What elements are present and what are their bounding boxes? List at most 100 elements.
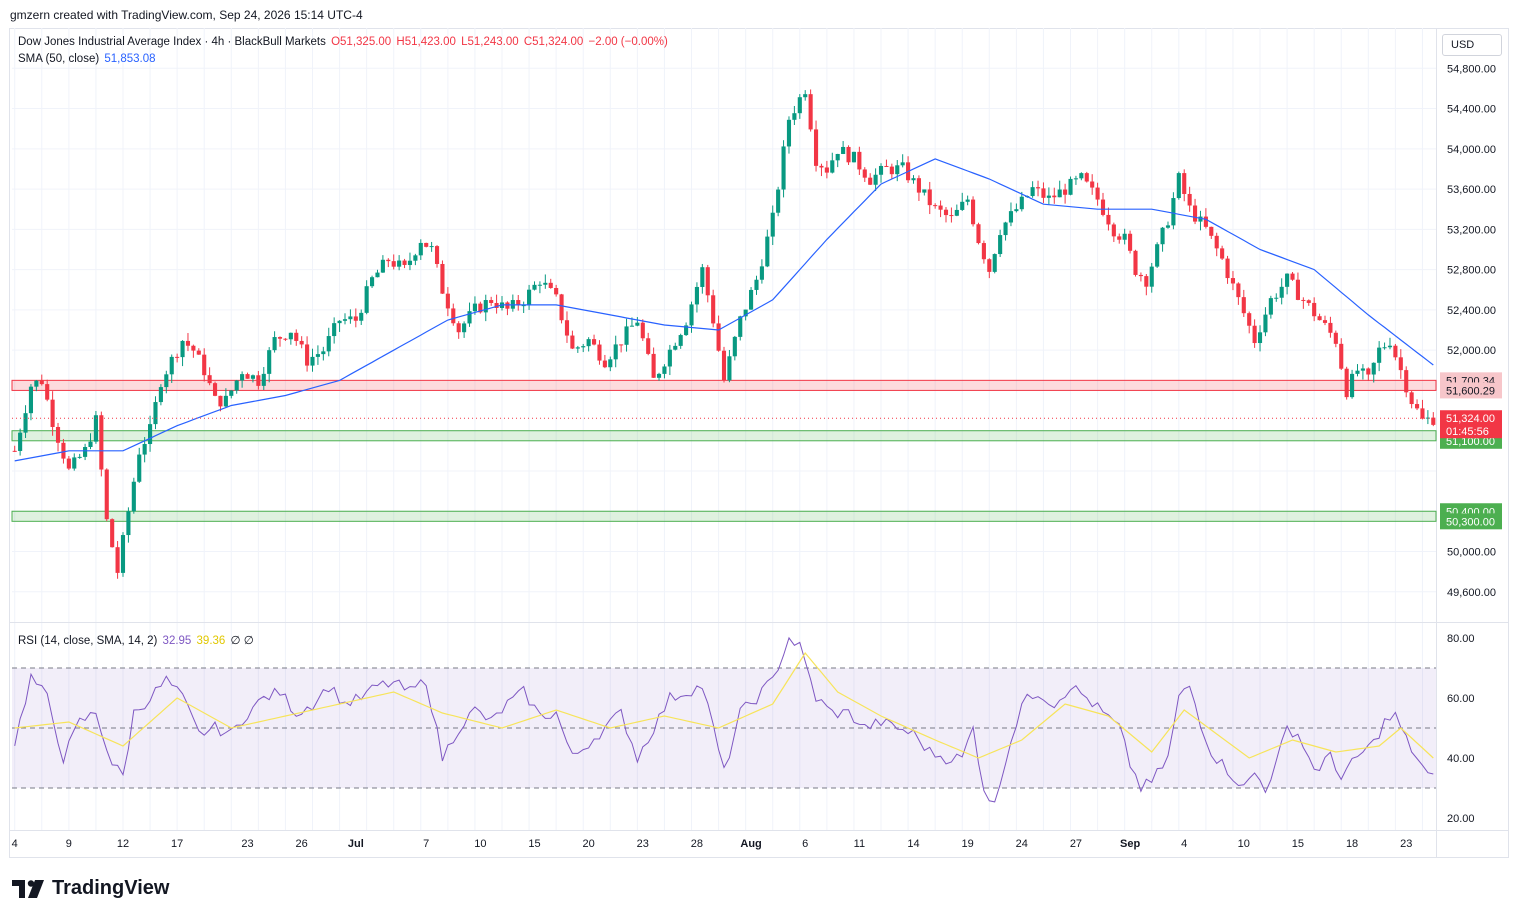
candle-body: [889, 166, 894, 175]
candle-body: [705, 267, 710, 296]
symbol-name[interactable]: Dow Jones Industrial Average Index · 4h …: [18, 36, 326, 48]
candle-body: [1377, 347, 1382, 363]
candle: [716, 315, 721, 352]
candle-body: [148, 424, 153, 445]
candle: [916, 175, 921, 201]
candle-body: [1117, 236, 1122, 240]
candle: [66, 456, 71, 471]
time-tick-label: 17: [171, 838, 183, 850]
candle: [50, 391, 55, 436]
candle: [223, 388, 228, 408]
candle: [1122, 228, 1127, 245]
candle: [1128, 230, 1133, 254]
candle: [1225, 255, 1230, 284]
candle: [1295, 272, 1300, 301]
candle-body: [489, 300, 494, 303]
candle: [191, 344, 196, 358]
candle-body: [559, 294, 564, 321]
candle: [288, 332, 293, 345]
rsi-tick-label: 20.00: [1447, 813, 1475, 825]
price-legend: Dow Jones Industrial Average Index · 4h …: [18, 36, 668, 48]
candle: [1003, 221, 1008, 241]
candle: [267, 347, 272, 383]
candle: [781, 140, 786, 198]
candle-body: [911, 178, 916, 181]
candle: [126, 507, 131, 543]
candle: [873, 168, 878, 192]
candle-body: [1398, 357, 1403, 371]
candle: [110, 518, 115, 548]
candle: [1090, 174, 1095, 195]
candle: [998, 229, 1003, 258]
candle-body: [981, 243, 986, 260]
tradingview-logo-icon: [12, 879, 44, 898]
price-tick-label: 53,200.00: [1447, 224, 1496, 236]
candle-body: [527, 289, 532, 306]
candle: [18, 428, 23, 456]
candle-body: [1203, 216, 1208, 227]
candle-body: [23, 413, 28, 433]
tradingview-logo[interactable]: TradingView: [12, 877, 169, 900]
candle: [938, 200, 943, 218]
candle-body: [494, 302, 499, 308]
sma-label[interactable]: SMA (50, close): [18, 53, 100, 65]
candle-body: [191, 345, 196, 351]
candle: [662, 364, 667, 379]
candle-body: [348, 316, 353, 320]
rsi-label[interactable]: RSI (14, close, SMA, 14, 2): [18, 635, 158, 647]
candle-body: [689, 304, 694, 326]
candle: [23, 405, 28, 438]
candle: [1052, 187, 1057, 204]
candle-body: [862, 169, 867, 178]
candle-body: [93, 415, 98, 442]
candle: [1165, 221, 1171, 229]
candle: [407, 252, 413, 271]
candle: [532, 281, 537, 291]
candle: [315, 345, 320, 365]
candle: [1095, 182, 1100, 206]
candle-body: [841, 146, 846, 154]
candle-body: [613, 344, 618, 360]
legend-low: L51,243.00: [461, 36, 519, 48]
candle-body: [1382, 347, 1387, 349]
candle-body: [137, 454, 142, 482]
candle: [93, 410, 98, 444]
candle-body: [153, 402, 158, 425]
candle: [759, 259, 764, 284]
candle-body: [754, 279, 759, 290]
candle-body: [949, 215, 954, 217]
candle-body: [1220, 248, 1225, 259]
candle: [824, 160, 829, 179]
candle: [927, 181, 932, 215]
candle-body: [732, 336, 737, 357]
candle-body: [120, 535, 126, 573]
candle-body: [770, 212, 775, 237]
candle-body: [326, 336, 331, 352]
candle-body: [543, 282, 548, 285]
candle-body: [462, 323, 467, 333]
candle-body: [1171, 198, 1176, 226]
candle-body: [294, 332, 299, 341]
candle-body: [591, 339, 597, 345]
candle: [299, 336, 304, 349]
candle: [1241, 289, 1246, 317]
candle-body: [332, 323, 337, 337]
candle: [1100, 192, 1106, 217]
candle: [830, 152, 835, 174]
candle: [960, 192, 965, 211]
candle-body: [418, 242, 423, 256]
time-tick-label: 14: [907, 838, 919, 850]
candle: [1133, 249, 1138, 277]
candle-body: [721, 350, 727, 381]
candle-body: [1209, 226, 1214, 236]
currency-selector[interactable]: USD: [1442, 34, 1502, 56]
candle-body: [283, 338, 288, 340]
candle-body: [207, 375, 212, 384]
candle-body: [1339, 343, 1344, 369]
candle: [164, 370, 169, 394]
candle: [1285, 273, 1290, 295]
candle-body: [28, 386, 34, 414]
candle: [868, 173, 873, 186]
candle: [1008, 202, 1014, 227]
